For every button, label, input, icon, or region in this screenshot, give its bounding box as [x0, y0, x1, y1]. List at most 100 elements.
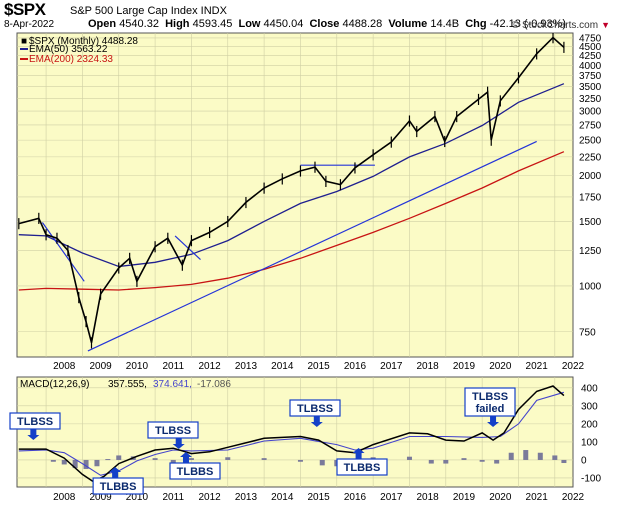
callout-box [464, 387, 516, 417]
x-tick-label-macd: 2022 [562, 492, 585, 503]
high-value: 4593.45 [192, 18, 233, 30]
open-value: 4540.32 [119, 18, 159, 30]
x-tick-label-macd: 2018 [417, 492, 440, 503]
low-value: 4450.04 [263, 18, 304, 30]
x-tick-label: 2012 [198, 361, 221, 372]
callout-label: TLBBS [100, 481, 137, 493]
macd-histogram-bar [319, 459, 325, 466]
legend-ema200: EMA(200) 2324.33 [29, 54, 113, 65]
price-tick-label: 2500 [579, 136, 602, 147]
volume-label: Volume [388, 18, 428, 30]
price-tick-label: 3500 [579, 82, 602, 93]
open-label: Open [88, 18, 117, 30]
price-tick-label: 4750 [579, 33, 602, 44]
arrow-up-icon [352, 448, 365, 459]
arrow-up-icon [109, 467, 122, 478]
x-tick-label: 2017 [380, 361, 403, 372]
macd-histogram-bar [297, 459, 303, 462]
arrow-down-icon [310, 416, 323, 427]
dropdown-arrow-icon[interactable]: ▼ [601, 20, 610, 30]
ema50-line [18, 83, 565, 268]
ohlc-summary: Open 4540.32 High 4593.45 Low 4450.04 Cl… [88, 18, 566, 30]
x-tick-label: 2016 [344, 361, 367, 372]
price-tick-label: 4250 [579, 51, 602, 62]
x-tick-label: 2010 [126, 361, 149, 372]
price-tick-label: 2750 [579, 120, 602, 131]
macd-histogram-bar [94, 459, 100, 467]
watermark-text: © StockCharts.com [511, 20, 599, 31]
callout-label: TLBBS [177, 466, 214, 478]
macd-histogram-bar [461, 458, 467, 460]
price-tick-label: 4000 [579, 61, 602, 72]
trendline [41, 222, 85, 282]
macd-histogram-bar [105, 459, 111, 461]
price-tick-label: 2000 [579, 171, 602, 182]
macd-histogram-bar [116, 455, 122, 460]
callout-label: TLBSS [297, 403, 333, 415]
x-tick-label-macd: 2008 [53, 492, 76, 503]
price-tick-label: 1750 [579, 192, 602, 203]
x-tick-label-macd: 2015 [307, 492, 330, 503]
x-tick-label: 2011 [163, 361, 185, 372]
macd-legend-value-2: 374.641, [153, 379, 192, 390]
trendline [174, 235, 201, 261]
price-legend: ■ $SPX (Monthly) 4488.28 EMA(50) 3563.22… [20, 36, 138, 65]
macd-histogram-bar [428, 459, 434, 464]
stockcharts-watermark: © StockCharts.com ▼ [512, 20, 610, 31]
x-tick-label: 2021 [526, 361, 549, 372]
x-tick-label: 2009 [89, 361, 112, 372]
callout-box [147, 421, 199, 439]
price-tick-label: 1250 [579, 246, 602, 257]
macd-histogram-bar [188, 458, 194, 460]
price-tick-label: 4500 [579, 42, 602, 53]
macd-line [18, 385, 565, 483]
callout-label: TLBSS [472, 391, 508, 403]
volume-value: 14.4B [430, 18, 460, 30]
callout-box [169, 462, 221, 480]
macd-histogram-bar [50, 459, 56, 462]
macd-legend-value-1: 357.555, [108, 379, 147, 390]
price-tick-label: 1500 [579, 217, 602, 228]
macd-histogram-bar [561, 459, 567, 464]
macd-histogram-bar [508, 452, 514, 460]
callout-box [336, 458, 388, 476]
x-tick-label-macd: 2009 [89, 492, 112, 503]
x-tick-label: 2013 [235, 361, 258, 372]
price-tick-label: 750 [579, 327, 596, 338]
x-tick-label: 2022 [562, 361, 585, 372]
macd-histogram-bar [225, 457, 231, 460]
arrow-down-icon [27, 429, 40, 440]
close-label: Close [309, 18, 340, 30]
macd-histogram-bar [523, 450, 529, 460]
macd-histogram-bar [83, 459, 89, 469]
macd-legend: MACD(12,26,9) 357.555, 374.641, -17.086 [20, 379, 231, 390]
x-tick-label-macd: 2014 [271, 492, 294, 503]
x-tick-label-macd: 2013 [235, 492, 258, 503]
macd-tick-label: 300 [581, 401, 598, 412]
macd-tick-label: 400 [581, 383, 598, 394]
macd-histogram-bar [61, 459, 67, 465]
macd-histogram-bar [170, 459, 176, 463]
x-tick-label-macd: 2012 [198, 492, 221, 503]
x-tick-label-macd: 2017 [380, 492, 403, 503]
legend-price: $SPX (Monthly) 4488.28 [29, 36, 138, 47]
price-tick-label: 3000 [579, 107, 602, 118]
x-tick-label-macd: 2010 [126, 492, 149, 503]
x-tick-label-macd: 2020 [489, 492, 512, 503]
instrument-description: S&P 500 Large Cap Index INDX [70, 5, 227, 17]
callout-label: TLBBS [344, 462, 381, 474]
price-tick-label: 1000 [579, 281, 602, 292]
x-tick-label: 2019 [453, 361, 476, 372]
arrow-up-icon [179, 452, 192, 463]
price-tick-label: 3250 [579, 94, 602, 105]
macd-histogram-bar [494, 459, 500, 464]
price-panel [16, 32, 574, 358]
change-value: -42.13 (-0.93%) [489, 18, 567, 30]
macd-legend-title: MACD(12,26,9) [20, 379, 89, 390]
x-tick-label-macd: 2016 [344, 492, 367, 503]
high-label: High [165, 18, 190, 30]
macd-histogram-bar [72, 459, 78, 469]
x-tick-label: 2015 [307, 361, 330, 372]
low-label: Low [238, 18, 261, 30]
